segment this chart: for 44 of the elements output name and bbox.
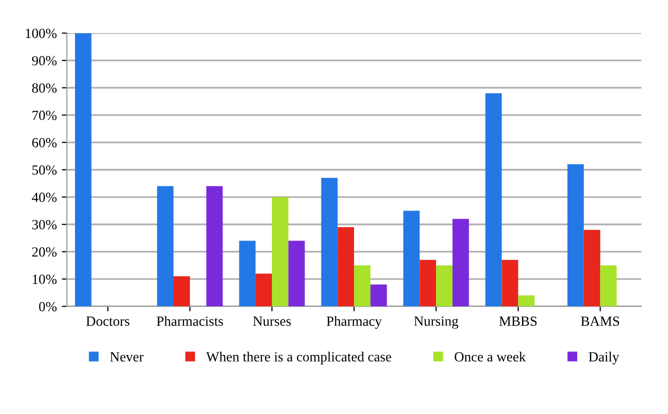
- y-tick-label: 60%: [32, 138, 57, 148]
- bar: [600, 265, 617, 306]
- x-tick-label: Nursing: [414, 316, 458, 329]
- legend-label: Never: [110, 352, 144, 362]
- y-tick-label: 40%: [32, 192, 57, 202]
- bar: [502, 260, 518, 306]
- y-tick-label: 10%: [32, 274, 57, 284]
- bar: [452, 218, 469, 306]
- bar: [157, 186, 174, 306]
- bar: [354, 265, 370, 306]
- bar: [206, 186, 223, 306]
- legend-label: Once a week: [454, 352, 526, 362]
- legend-label: When there is a complicated case: [206, 352, 392, 364]
- y-tick-label: 30%: [32, 220, 57, 230]
- x-tick-label: Pharmacists: [156, 316, 223, 326]
- y-tick-label: 50%: [32, 165, 57, 175]
- y-tick-label: 0%: [39, 302, 57, 312]
- bar: [173, 276, 190, 306]
- bar: [436, 265, 453, 306]
- bar: [75, 33, 92, 306]
- x-tick-label: MBBS: [499, 316, 537, 326]
- bar: [567, 164, 584, 306]
- y-tick-label: 100%: [26, 28, 57, 38]
- x-tick-label: Nurses: [253, 316, 291, 326]
- x-tick-label: Doctors: [86, 316, 130, 326]
- legend-label: Daily: [588, 352, 620, 364]
- bar: [403, 210, 420, 306]
- bar: [485, 93, 502, 306]
- bar: [584, 230, 600, 306]
- x-tick-label: BAMS: [580, 316, 620, 326]
- bar: [321, 178, 338, 306]
- bar: [272, 197, 288, 306]
- y-tick-label: 70%: [32, 110, 57, 120]
- bar: [518, 295, 535, 306]
- x-tick-label: Pharmacy: [326, 316, 382, 329]
- y-tick-label: 80%: [32, 83, 57, 93]
- bar: [420, 260, 436, 306]
- bar: [338, 227, 354, 306]
- y-tick-label: 90%: [32, 56, 57, 66]
- bar: [370, 284, 387, 306]
- bar: [288, 240, 305, 306]
- bar: [239, 240, 256, 306]
- bar: [256, 274, 272, 306]
- y-tick-label: 20%: [32, 247, 57, 257]
